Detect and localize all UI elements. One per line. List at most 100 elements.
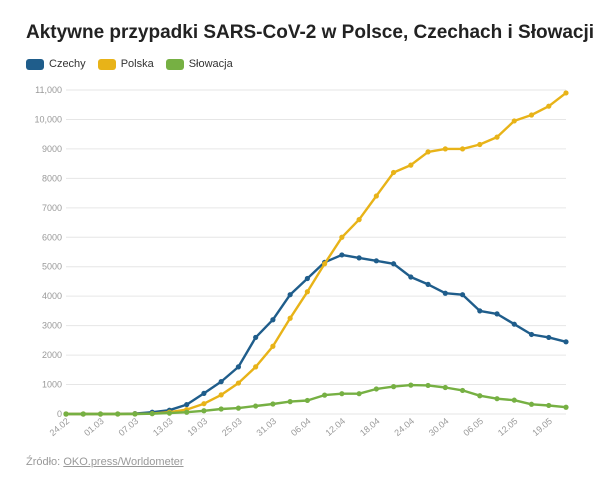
data-point bbox=[132, 411, 138, 417]
data-point bbox=[322, 392, 328, 398]
data-point bbox=[425, 149, 431, 155]
data-point bbox=[425, 382, 431, 389]
series-line bbox=[66, 91, 567, 416]
source-note: Źródło: OKO.press/Worldometer bbox=[26, 456, 184, 468]
data-point bbox=[253, 403, 259, 409]
data-point bbox=[459, 292, 466, 298]
source-label: Źródło: bbox=[26, 456, 61, 468]
legend-item-slowacja[interactable]: Słowacja bbox=[165, 58, 233, 70]
legend-label-slowacja: Słowacja bbox=[188, 58, 233, 70]
data-point bbox=[459, 387, 466, 394]
data-point bbox=[166, 410, 173, 416]
data-point bbox=[390, 261, 397, 267]
data-point bbox=[201, 390, 207, 396]
legend-label-polska: Polska bbox=[120, 58, 154, 70]
x-tick-label: 07.03 bbox=[117, 416, 141, 438]
data-point bbox=[270, 343, 276, 349]
x-tick-label: 12.05 bbox=[496, 416, 520, 438]
data-point bbox=[218, 379, 224, 385]
data-point bbox=[511, 321, 517, 327]
x-tick-label: 06.05 bbox=[461, 416, 485, 438]
data-point bbox=[390, 384, 397, 390]
x-axis-ticks: 24.02 01.03 07.03 13.03 19.03 25.03 31.03 06.04… bbox=[48, 416, 554, 438]
x-tick-label: 31.03 bbox=[254, 416, 278, 438]
data-point bbox=[546, 334, 552, 341]
series-layer bbox=[63, 90, 569, 417]
legend-swatch-czechy bbox=[26, 58, 44, 70]
data-point bbox=[356, 217, 362, 223]
data-point bbox=[477, 393, 483, 399]
data-point bbox=[184, 401, 190, 408]
data-point bbox=[356, 255, 362, 261]
y-tick-label: 8000 bbox=[42, 173, 62, 183]
x-tick-label: 19.03 bbox=[186, 416, 210, 438]
data-point bbox=[253, 334, 259, 341]
y-tick-label: 1000 bbox=[42, 380, 62, 390]
data-point bbox=[390, 169, 397, 176]
legend: Czechy Polska Słowacja bbox=[26, 58, 233, 70]
legend-label-czechy: Czechy bbox=[49, 58, 86, 70]
data-point bbox=[149, 411, 155, 417]
data-point bbox=[97, 411, 104, 417]
legend-item-czechy[interactable]: Czechy bbox=[26, 58, 86, 70]
x-tick-label: 30.04 bbox=[427, 416, 451, 438]
data-point bbox=[253, 364, 259, 370]
data-point bbox=[356, 391, 362, 397]
y-tick-label: 6000 bbox=[42, 232, 62, 242]
source-link[interactable]: OKO.press/Worldometer bbox=[63, 456, 184, 468]
data-point bbox=[235, 405, 242, 411]
data-point bbox=[304, 275, 310, 282]
data-point bbox=[270, 401, 276, 407]
data-point bbox=[442, 384, 448, 391]
data-point bbox=[546, 402, 552, 409]
data-point bbox=[425, 281, 431, 287]
series-Polska bbox=[63, 90, 569, 417]
y-tick-label: 4000 bbox=[42, 291, 62, 301]
data-point bbox=[408, 162, 414, 168]
legend-swatch-slowacja bbox=[165, 58, 184, 70]
data-point bbox=[408, 274, 414, 280]
data-point bbox=[235, 380, 242, 386]
data-point bbox=[563, 404, 569, 410]
x-tick-label: 24.02 bbox=[48, 416, 72, 438]
data-point bbox=[494, 311, 500, 317]
data-point bbox=[201, 408, 207, 414]
data-point bbox=[184, 409, 190, 415]
data-point bbox=[201, 401, 207, 407]
legend-swatch-polska bbox=[97, 58, 116, 70]
data-point bbox=[563, 339, 569, 345]
x-tick-label: 19.05 bbox=[530, 416, 554, 438]
y-tick-label: 11,000 bbox=[35, 85, 62, 95]
data-point bbox=[546, 103, 552, 109]
y-tick-label: 5000 bbox=[42, 262, 62, 272]
x-tick-label: 12.04 bbox=[323, 416, 347, 438]
data-point bbox=[218, 406, 224, 412]
x-tick-label: 01.03 bbox=[82, 416, 106, 438]
data-point bbox=[63, 411, 69, 417]
data-point bbox=[408, 382, 414, 388]
series-Słowacja bbox=[63, 382, 569, 417]
data-point bbox=[477, 308, 483, 314]
data-point bbox=[80, 411, 86, 417]
data-point bbox=[477, 141, 483, 148]
data-point bbox=[304, 397, 310, 404]
data-point bbox=[442, 146, 448, 152]
x-tick-label: 13.03 bbox=[151, 416, 175, 438]
data-point bbox=[287, 292, 293, 298]
data-point bbox=[287, 315, 293, 321]
grid-layer bbox=[66, 89, 566, 415]
chart-title: Aktywne przypadki SARS-CoV-2 w Polsce, C… bbox=[26, 22, 595, 43]
series-line bbox=[66, 253, 567, 416]
legend-item-polska[interactable]: Polska bbox=[97, 58, 154, 70]
data-point bbox=[511, 397, 517, 403]
y-tick-label: 0 bbox=[57, 409, 62, 419]
data-point bbox=[287, 399, 293, 405]
data-point bbox=[528, 401, 535, 407]
data-point bbox=[218, 392, 224, 398]
data-point bbox=[528, 112, 535, 118]
data-point bbox=[494, 134, 500, 140]
x-tick-label: 18.04 bbox=[358, 416, 382, 438]
data-point bbox=[339, 234, 345, 240]
series-line bbox=[66, 383, 567, 416]
data-point bbox=[373, 258, 379, 264]
